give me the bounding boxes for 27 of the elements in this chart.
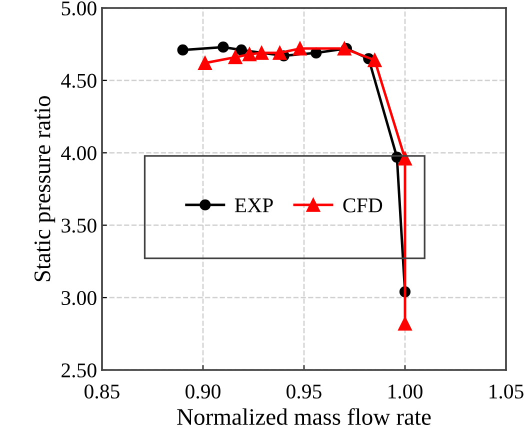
x-tick-label: 1.00 bbox=[388, 384, 422, 399]
y-axis-title: Static pressure ratio bbox=[34, 96, 56, 282]
y-tick-label: 5.00 bbox=[62, 1, 96, 16]
y-tick-label: 3.50 bbox=[62, 218, 96, 233]
point bbox=[236, 44, 247, 56]
point bbox=[272, 46, 287, 60]
y-tick-label: 2.50 bbox=[62, 363, 96, 378]
point bbox=[177, 44, 188, 56]
legend-label: CFD bbox=[343, 198, 382, 212]
y-tick-label: 4.50 bbox=[61, 74, 96, 88]
point bbox=[368, 53, 382, 68]
x-tick-label: 0.85 bbox=[84, 384, 120, 399]
y-tick-label: 3.00 bbox=[62, 290, 96, 306]
point bbox=[337, 42, 352, 56]
x-axis-title: Normalized mass flow rate bbox=[177, 408, 431, 425]
x-tick-label: 0.95 bbox=[286, 384, 322, 399]
point bbox=[218, 42, 229, 53]
x-tick-label: 1.05 bbox=[490, 384, 524, 399]
point bbox=[293, 42, 307, 56]
point bbox=[198, 56, 212, 70]
point bbox=[228, 50, 242, 64]
y-tick-label: 4.00 bbox=[61, 146, 96, 160]
x-tick-label: 0.90 bbox=[186, 384, 220, 399]
legend-label: EXP bbox=[234, 198, 273, 212]
point bbox=[242, 47, 256, 62]
point bbox=[254, 46, 269, 60]
point bbox=[398, 316, 412, 331]
